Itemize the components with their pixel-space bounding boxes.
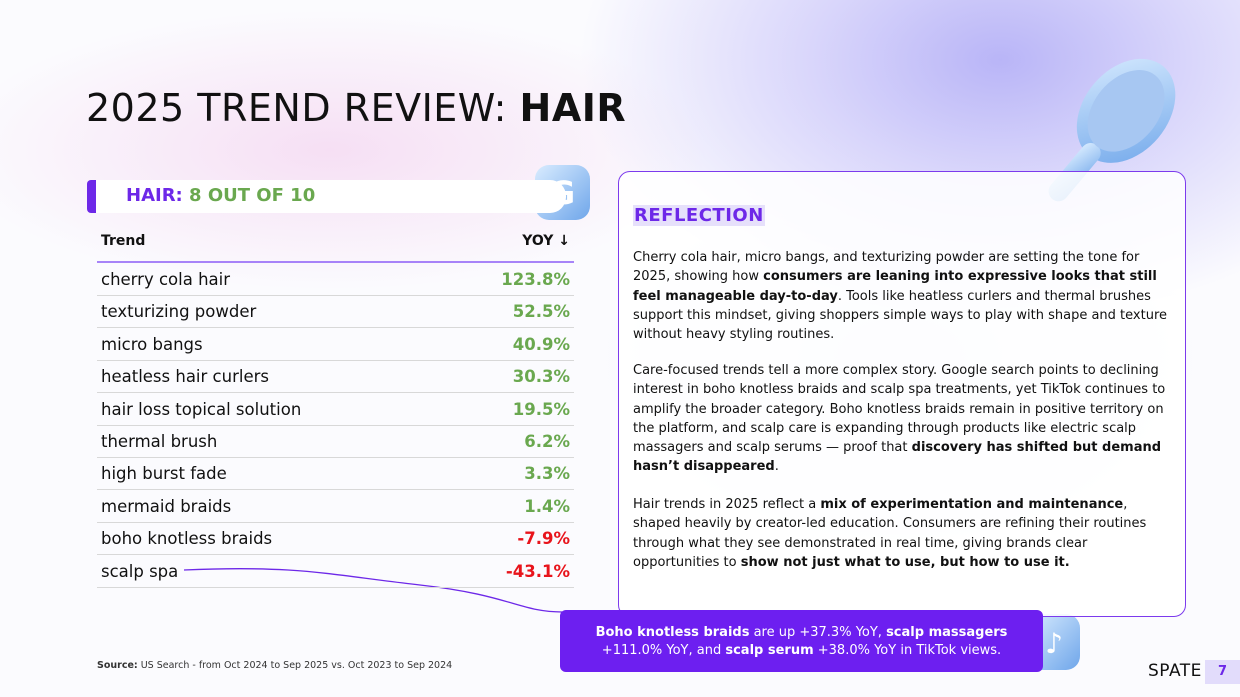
- trend-name: high burst fade: [101, 464, 227, 484]
- score-value: 8 OUT OF 10: [189, 185, 316, 206]
- text-run: discovery has shifted but demand hasn’t …: [633, 440, 1162, 475]
- yoy-value: 1.4%: [524, 496, 570, 516]
- callout: Boho knotless braids are up +37.3% YoY, …: [560, 610, 1043, 672]
- yoy-value: 40.9%: [512, 334, 570, 354]
- score-card: [87, 180, 566, 213]
- table-row: hair loss topical solution 19.5%: [97, 393, 574, 426]
- text-run: Boho knotless braids: [595, 625, 750, 640]
- text-run: Cherry cola hair, micro bangs, and textu…: [633, 250, 1140, 285]
- trend-name: mermaid braids: [101, 496, 232, 516]
- text-run: 2025 TREND REVIEW:: [86, 86, 520, 130]
- text-run: . Tools like heatless curlers and therma…: [633, 288, 1168, 343]
- title: 2025 TREND REVIEW: HAIR: [86, 86, 626, 130]
- text-run: scalp massagers: [886, 625, 1008, 640]
- tiktok-icon: ♪: [1045, 627, 1063, 660]
- text-run: Hair trends in 2025 reflect a: [633, 497, 821, 512]
- score-label: HAIR:: [126, 185, 183, 206]
- table-row: heatless hair curlers 30.3%: [97, 360, 574, 394]
- brand: SPATE: [1148, 661, 1202, 681]
- yoy-value: 52.5%: [512, 302, 570, 322]
- trend-name: hair loss topical solution: [101, 399, 302, 419]
- yoy-value: 30.3%: [512, 367, 570, 387]
- table-row: thermal brush 6.2%: [97, 425, 574, 458]
- yoy-value: 3.3%: [524, 464, 570, 484]
- trend-name: scalp spa: [101, 561, 179, 581]
- yoy-value: 123.8%: [501, 270, 570, 289]
- connector: [183, 568, 563, 613]
- text-run: are up +37.3% YoY,: [749, 625, 887, 640]
- reflection-box: [618, 171, 1186, 617]
- reflection-heading: REFLECTION: [633, 205, 765, 226]
- text-run: consumers are leaning into expressive lo…: [633, 269, 1157, 304]
- trend-name: cherry cola hair: [101, 270, 231, 289]
- text-run: +38.0% YoY in TikTok views.: [813, 643, 1002, 658]
- score: HAIR: 8 OUT OF 10: [126, 185, 315, 206]
- yoy-value: 19.5%: [512, 399, 570, 419]
- text-run: US Search - from Oct 2024 to Sep 2025 vs…: [137, 660, 453, 671]
- text-run: , shaped heavily by creator-led educatio…: [633, 497, 1147, 570]
- trend-name: heatless hair curlers: [101, 367, 269, 387]
- paragraph: Hair trends in 2025 reflect a mix of exp…: [633, 495, 1173, 572]
- column-header: YOY ↓: [522, 233, 570, 249]
- text-run: Care-focused trends tell a more complex …: [633, 363, 1166, 456]
- yoy-value: -7.9%: [517, 529, 570, 549]
- table-row: micro bangs 40.9%: [97, 328, 574, 361]
- table-row: cherry cola hair 123.8%: [97, 263, 574, 296]
- paragraph: Cherry cola hair, micro bangs, and textu…: [633, 248, 1173, 344]
- text-run: HAIR: [519, 86, 627, 130]
- text-run: scalp serum: [725, 643, 814, 658]
- trend-name: micro bangs: [101, 334, 203, 354]
- table-row: mermaid braids 1.4%: [97, 490, 574, 523]
- yoy-value: 6.2%: [524, 432, 570, 451]
- text-run: Source:: [97, 660, 138, 671]
- column-header: Trend: [101, 233, 146, 249]
- table-row: boho knotless braids -7.9%: [97, 522, 574, 556]
- yoy-value: -43.1%: [505, 561, 570, 581]
- table-row: high burst fade 3.3%: [97, 457, 574, 491]
- text-run: show not just what to use, but how to us…: [740, 554, 1070, 570]
- text-run: +111.0% YoY, and: [601, 643, 726, 658]
- trend-name: boho knotless braids: [101, 529, 273, 549]
- table-row: texturizing powder 52.5%: [97, 295, 574, 329]
- text-run: mix of experimentation and maintenance: [820, 497, 1124, 512]
- text-run: .: [774, 459, 779, 475]
- trend-name: texturizing powder: [101, 302, 257, 322]
- page-number: 7: [1205, 660, 1240, 684]
- source: Source: US Search - from Oct 2024 to Sep…: [97, 660, 452, 671]
- paragraph: Care-focused trends tell a more complex …: [633, 361, 1173, 477]
- trend-name: thermal brush: [101, 432, 218, 451]
- table-row: scalp spa -43.1%: [97, 555, 574, 588]
